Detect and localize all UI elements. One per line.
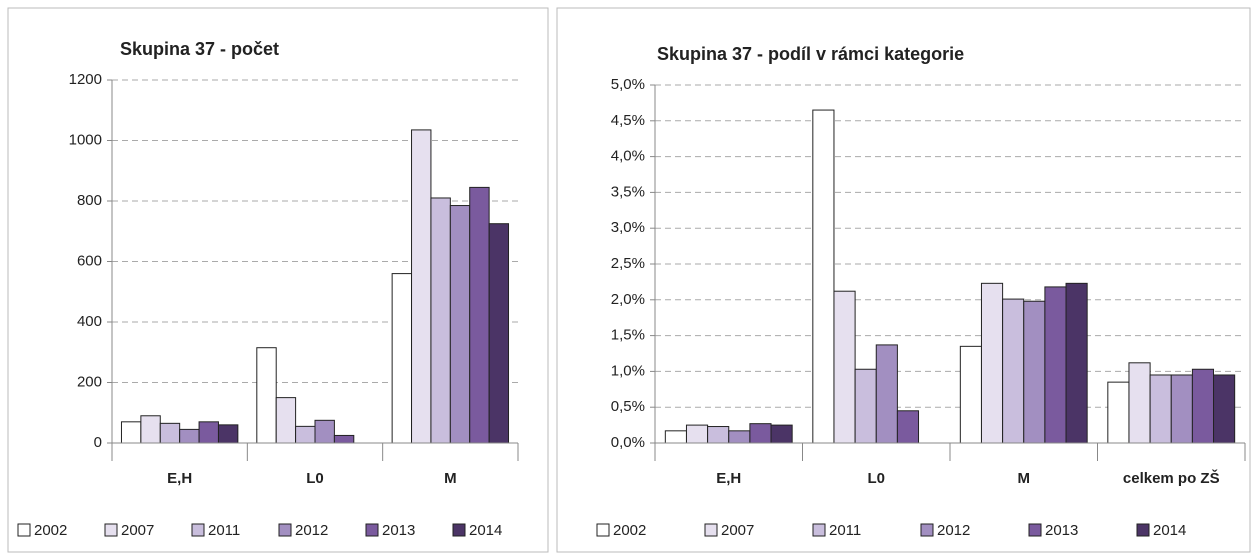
- y-tick-label: 2,0%: [611, 291, 645, 308]
- x-tick-label: E,H: [716, 470, 741, 487]
- legend-swatch: [1136, 523, 1150, 537]
- legend-swatch: [1028, 523, 1042, 537]
- bar: [1065, 282, 1088, 444]
- bar: [875, 344, 898, 444]
- bar: [159, 422, 181, 444]
- y-tick-label: 1000: [69, 131, 102, 148]
- panel-frame: [7, 7, 549, 553]
- bar: [120, 421, 142, 444]
- bar: [449, 205, 471, 444]
- chart-title: Skupina 37 - podíl v rámci kategorie: [657, 44, 964, 64]
- bar: [1128, 362, 1151, 444]
- bar: [256, 347, 277, 444]
- y-tick-label: 1200: [69, 71, 102, 88]
- y-tick-label: 3,5%: [611, 183, 645, 200]
- y-tick-label: 4,0%: [611, 148, 645, 165]
- y-tick-label: 0: [94, 434, 102, 451]
- legend-swatch: [920, 523, 934, 537]
- legend-label: 2007: [121, 522, 154, 539]
- bar: [812, 109, 835, 444]
- bar: [1191, 368, 1215, 444]
- bar: [469, 186, 490, 444]
- bar: [391, 273, 413, 444]
- bar: [959, 345, 982, 444]
- legend-swatch: [596, 523, 610, 537]
- legend-label: 2012: [937, 522, 970, 539]
- legend-swatch: [452, 523, 466, 537]
- y-tick-label: 1,5%: [611, 327, 645, 344]
- bar: [1002, 298, 1025, 444]
- bar: [1044, 286, 1067, 444]
- bar: [333, 434, 355, 444]
- y-tick-label: 600: [77, 252, 102, 269]
- legend-label: 2002: [613, 522, 646, 539]
- chart-title: Skupina 37 - počet: [120, 39, 279, 59]
- bar: [749, 423, 772, 444]
- legend-swatch: [104, 523, 118, 537]
- bar: [217, 424, 239, 444]
- x-tick-label: E,H: [167, 470, 192, 487]
- y-tick-label: 1,0%: [611, 362, 645, 379]
- legend-label: 2014: [1153, 522, 1186, 539]
- legend-label: 2007: [721, 522, 754, 539]
- y-tick-label: 0,5%: [611, 398, 645, 415]
- x-tick-label: L0: [867, 470, 885, 487]
- legend-swatch: [17, 523, 31, 537]
- bar: [896, 410, 920, 444]
- bar: [198, 421, 219, 444]
- bar: [140, 415, 161, 444]
- bar: [488, 223, 510, 444]
- x-tick-label: L0: [306, 470, 324, 487]
- bar: [707, 426, 730, 444]
- legend-swatch: [812, 523, 826, 537]
- bar: [179, 428, 200, 444]
- bar: [1213, 374, 1236, 444]
- bar: [1170, 374, 1193, 444]
- bar: [430, 197, 451, 444]
- bar: [664, 430, 687, 444]
- bar: [275, 397, 297, 444]
- panel-frame: [556, 7, 1251, 553]
- bar: [833, 290, 856, 444]
- bar: [1149, 374, 1172, 444]
- y-tick-label: 400: [77, 313, 102, 330]
- bar: [314, 419, 335, 444]
- x-tick-label: M: [444, 470, 457, 487]
- legend-swatch: [704, 523, 718, 537]
- legend-swatch: [365, 523, 379, 537]
- legend-label: 2012: [295, 522, 328, 539]
- x-tick-label: celkem po ZŠ: [1123, 469, 1220, 487]
- y-tick-label: 2,5%: [611, 255, 645, 272]
- legend-swatch: [278, 523, 292, 537]
- x-tick-label: M: [1018, 470, 1031, 487]
- y-tick-label: 800: [77, 192, 102, 209]
- bar: [980, 282, 1004, 444]
- bar: [411, 129, 432, 444]
- y-tick-label: 5,0%: [611, 76, 645, 93]
- legend-label: 2014: [469, 522, 502, 539]
- y-tick-label: 3,0%: [611, 219, 645, 236]
- bar: [854, 368, 877, 444]
- legend-label: 2011: [208, 522, 240, 539]
- bar: [295, 425, 316, 444]
- bar: [770, 424, 793, 444]
- bar: [1023, 300, 1046, 444]
- legend-label: 2002: [34, 522, 67, 539]
- legend-label: 2011: [829, 522, 861, 539]
- bar: [685, 424, 709, 444]
- bar: [728, 430, 751, 444]
- y-tick-label: 200: [77, 373, 102, 390]
- y-tick-label: 0,0%: [611, 434, 645, 451]
- legend-swatch: [191, 523, 205, 537]
- legend-label: 2013: [1045, 522, 1078, 539]
- y-tick-label: 4,5%: [611, 112, 645, 129]
- legend-label: 2013: [382, 522, 415, 539]
- bar: [1107, 381, 1130, 444]
